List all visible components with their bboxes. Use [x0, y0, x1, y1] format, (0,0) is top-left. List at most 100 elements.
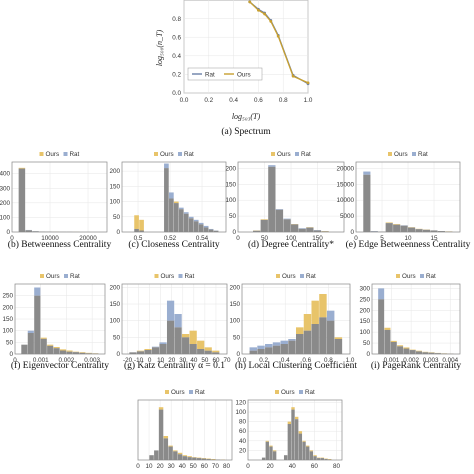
hist-bar-overlap	[298, 433, 303, 460]
hist-ytick-label: 120	[235, 399, 246, 406]
spectrum-xtick-label: 0.6	[254, 97, 263, 104]
hist-bar-excess	[363, 171, 371, 175]
hist-caption: (e) Edge Betweenness Centrality	[346, 239, 471, 250]
spectrum-caption: (a) Spectrum	[221, 126, 271, 137]
hist-ytick-label: 300	[359, 285, 370, 292]
hist-xtick-label: 0	[136, 463, 140, 470]
histogram-panel: Ours Rat 0 50 100 150 200 250 0 0.001 0.002 0.003(f…	[2, 273, 109, 371]
hist-ytick-label: 100	[2, 328, 13, 335]
hist-bar-excess	[385, 222, 393, 224]
hist-xtick-label: 10	[404, 235, 412, 242]
hist-bar-excess	[182, 455, 188, 457]
hist-bar-overlap	[437, 231, 445, 232]
legend-ours-label: Ours	[46, 151, 60, 158]
hist-xtick-label: 60	[212, 357, 220, 364]
hist-frame	[14, 283, 106, 355]
hist-xtick-label: 80	[223, 463, 231, 470]
hist-bar-excess	[295, 416, 299, 420]
hist-bar-excess	[291, 407, 295, 410]
hist-xtick-label: 0.003	[84, 357, 100, 364]
hist-ytick-label: 0	[366, 351, 370, 358]
hist-bar-overlap	[53, 348, 60, 354]
legend-ours-swatch	[275, 390, 279, 394]
hist-bar-overlap	[208, 229, 214, 232]
histogram-panel: Ours Rat 0 10 20 30 40 50 60 70 80	[136, 389, 233, 470]
hist-bar-excess	[280, 340, 288, 344]
spectrum-point-ours	[269, 19, 273, 23]
spectrum-chart: 0.8 0.6 0.4 0.2 0.0 0.0 0.2 0.4 0.6 0.8 1.0 log₅₀…	[155, 0, 313, 137]
hist-ytick-label: 200	[359, 307, 370, 314]
hist-xtick-label: 0	[354, 235, 358, 242]
hist-xtick-label: -10	[134, 357, 144, 364]
hist-xtick-label: 0.0	[238, 357, 247, 364]
histogram-panel: Ours Rat 0 50 100 150 200 0.0 0.2 0.4 0.6 0.8 1.0(h)…	[229, 273, 357, 371]
hist-ytick-label: 100	[109, 199, 120, 206]
legend-rat-swatch	[189, 390, 193, 394]
legend-ours-swatch	[40, 274, 44, 278]
hist-bar-overlap	[79, 352, 86, 354]
legend-rat-swatch	[295, 152, 299, 156]
hist-bar-excess	[288, 339, 296, 341]
hist-bar-overlap	[253, 230, 261, 232]
hist-xtick-label: 5	[380, 235, 384, 242]
hist-xtick-label: 0.6	[302, 357, 311, 364]
hist-bar-excess	[158, 407, 164, 410]
legend-ours-swatch	[388, 152, 392, 156]
hist-xtick-label: 1.0	[346, 357, 355, 364]
hist-bar-overlap	[326, 320, 335, 354]
hist-xtick-label: 60	[311, 463, 319, 470]
hist-ytick-label: 10000	[336, 197, 354, 204]
hist-bar-overlap	[178, 209, 184, 232]
hist-bar-overlap	[309, 451, 314, 460]
hist-bar-excess	[144, 349, 152, 350]
hist-ytick-label: 200	[109, 168, 120, 175]
hist-xtick-label: 10	[146, 463, 154, 470]
hist-bar-overlap	[422, 352, 429, 354]
hist-bar-excess	[177, 452, 183, 455]
hist-ytick-label: 0	[9, 351, 13, 358]
hist-xtick-label: 10000	[41, 235, 59, 242]
hist-ytick-label: 150	[109, 183, 120, 190]
hist-bar-overlap	[154, 450, 159, 460]
legend-rat-label: Rat	[70, 273, 80, 280]
hist-ytick-label: 0	[236, 351, 240, 358]
legend-ours-swatch	[165, 390, 169, 394]
hist-bar-excess	[164, 163, 169, 169]
legend-ours-label: Ours	[281, 389, 295, 396]
hist-bar-overlap	[40, 338, 47, 354]
hist-caption: (c) Closeness Centrality	[128, 239, 220, 250]
spectrum-ytick-label: 0.8	[172, 16, 181, 23]
hist-bar-excess	[182, 334, 190, 338]
hist-bar-overlap	[159, 344, 167, 354]
hist-bar-overlap	[27, 333, 34, 354]
hist-xtick-label: 50	[261, 235, 269, 242]
spectrum-point-ours	[248, 0, 252, 4]
hist-bar-overlap	[416, 351, 423, 354]
hist-bar-excess	[139, 219, 144, 231]
hist-bar-excess	[173, 450, 178, 452]
hist-bar-overlap	[317, 458, 321, 460]
hist-bar-excess	[298, 228, 306, 229]
hist-bar-excess	[174, 201, 179, 204]
hist-ytick-label: 50	[363, 340, 371, 347]
hist-bar-overlap	[268, 166, 276, 232]
hist-frame	[371, 283, 461, 355]
hist-caption: (g) Katz Centrality α = 0.1	[124, 360, 225, 371]
hist-ytick-label: 100	[0, 214, 10, 221]
hist-bar-excess	[197, 340, 205, 349]
hist-bar-excess	[257, 345, 265, 349]
hist-caption: (h) Local Clustering Coefficient	[235, 360, 357, 371]
hist-bar-overlap	[303, 330, 312, 354]
hist-bar-overlap	[25, 230, 32, 232]
hist-bar-overlap	[204, 350, 212, 354]
hist-bar-overlap	[149, 455, 154, 460]
hist-bar-excess	[208, 228, 214, 230]
legend-ours-swatch	[271, 152, 275, 156]
hist-bar-overlap	[168, 446, 173, 460]
hist-bar-overlap	[174, 203, 179, 232]
hist-bar-overlap	[319, 317, 327, 354]
hist-ytick-label: 5000	[340, 213, 355, 220]
hist-ytick-label: 20000	[336, 165, 354, 172]
spectrum-legend: Rat Ours	[187, 67, 263, 81]
hist-bar-overlap	[269, 446, 273, 460]
